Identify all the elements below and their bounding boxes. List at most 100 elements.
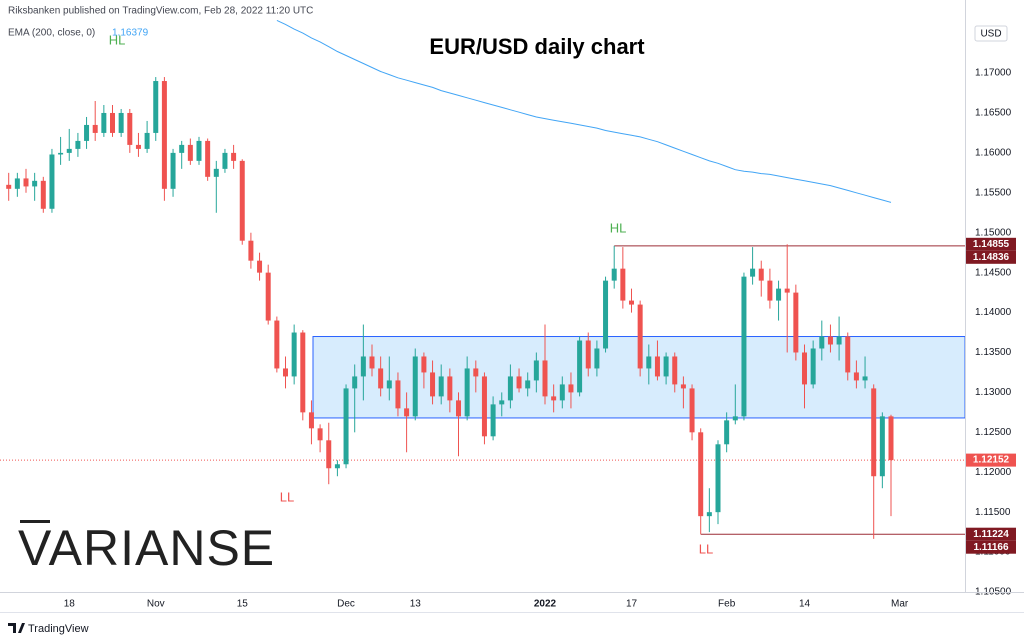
candle-body bbox=[663, 356, 669, 377]
candle-body bbox=[40, 180, 46, 209]
candle-body bbox=[257, 260, 263, 273]
candle-body bbox=[776, 288, 782, 301]
watermark-bar bbox=[20, 520, 50, 523]
candle-body bbox=[412, 356, 418, 417]
candle-body bbox=[170, 152, 176, 189]
watermark: VARIANSE bbox=[18, 520, 275, 576]
candle-body bbox=[308, 412, 314, 429]
candle-body bbox=[135, 144, 141, 149]
candle-body bbox=[879, 416, 885, 477]
candle-body bbox=[853, 372, 859, 381]
x-tick-label: 14 bbox=[799, 599, 811, 610]
candle-body bbox=[23, 178, 29, 187]
candle-body bbox=[118, 112, 124, 133]
candle-body bbox=[611, 268, 617, 281]
annotation: LL bbox=[280, 489, 294, 504]
candle-body bbox=[516, 376, 522, 389]
candle-body bbox=[239, 160, 245, 241]
price-label-box bbox=[966, 237, 1016, 251]
candle-body bbox=[802, 352, 807, 385]
candle-body bbox=[326, 440, 332, 469]
price-label-box bbox=[966, 250, 1016, 264]
candle-body bbox=[343, 388, 349, 465]
chart-title: EUR/USD daily chart bbox=[429, 34, 645, 59]
candle-body bbox=[732, 416, 738, 421]
marks-layer bbox=[6, 19, 894, 539]
candle-body bbox=[6, 184, 12, 189]
candle-body bbox=[66, 148, 72, 153]
footer-brand: TradingView bbox=[28, 623, 89, 635]
candle-body bbox=[231, 152, 237, 161]
annotation: HL bbox=[109, 32, 126, 47]
candle-body bbox=[14, 178, 20, 189]
ema-line bbox=[276, 19, 892, 203]
y-tick-label: 1.17000 bbox=[975, 68, 1012, 79]
candle-body bbox=[577, 340, 583, 393]
candle-body bbox=[196, 140, 202, 161]
candle-body bbox=[629, 300, 634, 305]
y-tick-label: 1.16000 bbox=[975, 148, 1012, 159]
candle-body bbox=[827, 336, 833, 345]
candle-body bbox=[75, 140, 81, 149]
candle-body bbox=[32, 180, 38, 187]
candle-body bbox=[179, 144, 185, 153]
candle-body bbox=[291, 332, 297, 377]
candle-body bbox=[793, 292, 799, 353]
candle-body bbox=[819, 336, 825, 349]
candle-body bbox=[637, 304, 643, 369]
candle-body bbox=[862, 376, 868, 381]
y-tick-label: 1.11500 bbox=[975, 507, 1011, 518]
candle-body bbox=[810, 348, 816, 385]
candle-body bbox=[672, 356, 678, 385]
x-tick-label: 2022 bbox=[534, 599, 557, 610]
price-label: 1.11166 bbox=[973, 542, 1008, 553]
candle-body bbox=[551, 396, 557, 401]
candle-body bbox=[680, 384, 686, 389]
price-label: 1.14855 bbox=[973, 239, 1010, 250]
candle-body bbox=[464, 368, 470, 417]
candle-body bbox=[378, 368, 384, 389]
candle-body bbox=[360, 356, 366, 377]
candle-body bbox=[507, 376, 513, 401]
candle-body bbox=[334, 464, 340, 469]
currency-label: USD bbox=[980, 29, 1001, 40]
candle-body bbox=[490, 404, 496, 437]
x-tick-label: Feb bbox=[718, 599, 736, 610]
candle-body bbox=[758, 268, 764, 281]
x-tick-label: 18 bbox=[64, 599, 76, 610]
candle-body bbox=[421, 356, 427, 373]
candle-body bbox=[283, 368, 288, 377]
candle-body bbox=[594, 348, 600, 369]
candle-body bbox=[395, 380, 401, 409]
candle-body bbox=[585, 340, 591, 369]
price-label-box bbox=[966, 527, 1016, 541]
candle-body bbox=[767, 280, 773, 301]
candle-body bbox=[836, 336, 842, 345]
x-tick-label: Nov bbox=[147, 599, 165, 610]
candle-body bbox=[456, 400, 461, 417]
annotation: LL bbox=[699, 541, 713, 556]
x-tick-label: 15 bbox=[237, 599, 249, 610]
watermark-text: VARIANSE bbox=[18, 520, 275, 576]
price-label: 1.11224 bbox=[973, 529, 1009, 540]
candle-body bbox=[265, 272, 271, 321]
candle-body bbox=[101, 112, 107, 133]
ema-legend-value: 1.16379 bbox=[112, 28, 149, 39]
candle-body bbox=[499, 400, 505, 405]
candle-body bbox=[404, 408, 410, 417]
candle-body bbox=[144, 132, 150, 149]
y-tick-label: 1.13500 bbox=[975, 347, 1012, 358]
candle-body bbox=[187, 144, 193, 161]
y-tick-label: 1.13000 bbox=[975, 387, 1012, 398]
candle-body bbox=[213, 168, 219, 177]
candle-body bbox=[205, 140, 211, 177]
candle-body bbox=[438, 376, 444, 397]
y-tick-label: 1.15000 bbox=[975, 227, 1012, 238]
candle-body bbox=[706, 512, 712, 517]
candle-body bbox=[888, 416, 894, 461]
candle-body bbox=[533, 360, 539, 381]
y-tick-label: 1.12000 bbox=[975, 467, 1012, 478]
candle-body bbox=[715, 444, 721, 513]
